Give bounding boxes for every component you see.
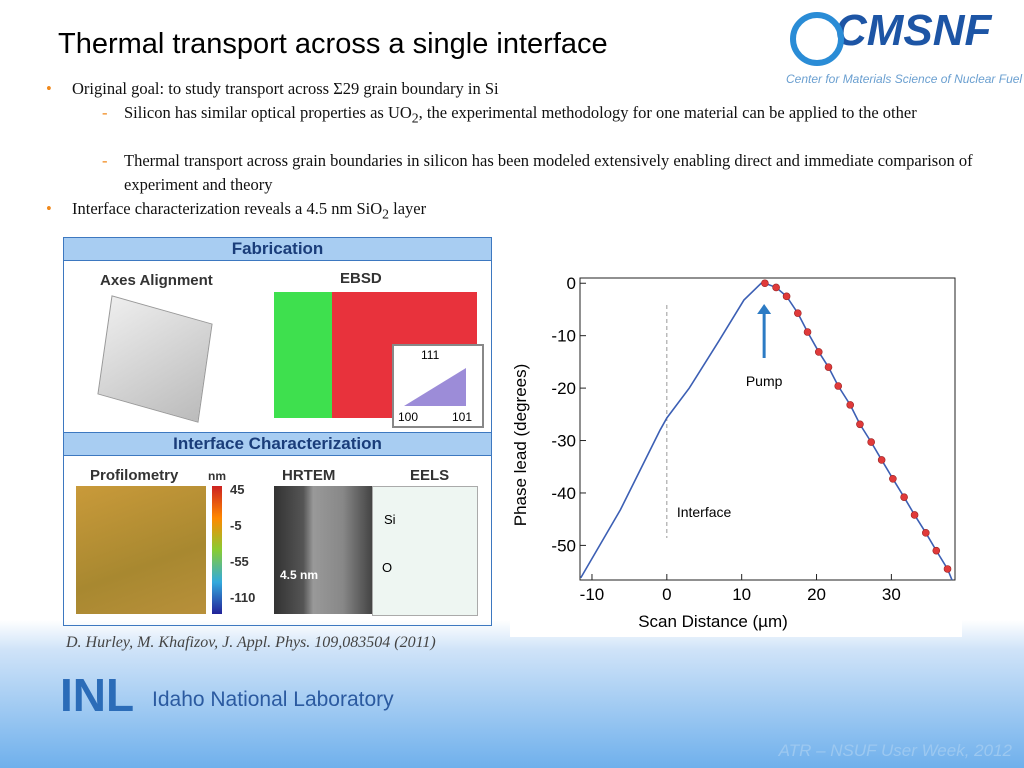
title: Thermal transport across a single interf…	[58, 28, 608, 60]
sub-bullet: - Thermal transport across grain boundari…	[102, 151, 973, 194]
bullet: • Original goal: to study transport acros…	[46, 79, 499, 98]
profilometry-image	[76, 486, 206, 614]
colorbar-label: -110	[230, 590, 256, 605]
data-point	[772, 283, 780, 292]
x-tick-label: 20	[807, 585, 826, 604]
logo: CMSNF	[835, 6, 992, 55]
x-tick-label: 0	[662, 585, 671, 604]
data-point	[814, 348, 823, 356]
ipf-label: 101	[452, 410, 473, 424]
logo-subtitle: Center for Materials Science of Nuclear …	[786, 72, 1023, 86]
ipf-label: 100	[398, 410, 419, 424]
y-tick-label: 0	[567, 274, 576, 293]
hrtem-image	[274, 486, 372, 614]
annotation: Interface	[677, 504, 732, 520]
label: Axes Alignment	[100, 272, 213, 289]
data-point	[867, 438, 875, 446]
y-tick-label: -30	[551, 432, 576, 451]
text: Interface characterization reveals a 4.5…	[72, 199, 383, 218]
data-point	[846, 401, 855, 409]
footer-event: ATR – NSUF User Week, 2012	[778, 741, 1012, 760]
text: , the experimental methodology for one m…	[418, 103, 917, 122]
data-point	[794, 309, 802, 317]
colorbar	[212, 486, 222, 614]
data-point	[889, 475, 897, 483]
label: Profilometry	[90, 467, 179, 484]
label: HRTEM	[282, 467, 336, 484]
label: 4.5 nm	[280, 568, 319, 582]
bullet-text: Original goal: to study transport across…	[72, 79, 499, 98]
inl-logo: INL	[60, 669, 135, 721]
subscript: 2	[382, 206, 390, 222]
label: Si	[384, 512, 396, 527]
label: O	[382, 560, 393, 575]
ipf-triangle	[404, 368, 466, 406]
data-point	[824, 363, 833, 371]
data-point	[761, 279, 769, 288]
y-axis-label: Phase lead (degrees)	[511, 364, 530, 527]
data-point	[922, 529, 930, 537]
data-point	[943, 565, 952, 573]
plot-frame	[579, 277, 956, 581]
label: EBSD	[340, 270, 382, 287]
x-axis-label: Scan Distance (µm)	[638, 612, 788, 631]
y-tick-label: -50	[551, 536, 576, 555]
data-point	[782, 292, 791, 301]
section-header: Fabrication	[64, 238, 491, 261]
bullet: • Interface characterization reveals a 4.…	[46, 199, 427, 222]
sub-bullet: - Silicon has similar optical properties …	[102, 103, 917, 126]
data-point	[877, 456, 886, 464]
subscript: 2	[411, 110, 419, 126]
chart-bg	[510, 265, 962, 637]
data-point	[932, 546, 941, 555]
annotation: Pump	[746, 373, 783, 389]
figure-panel: Fabrication Axes Alignment EBSD 111 100 …	[63, 237, 492, 626]
section-header: Interface Characterization	[64, 432, 491, 456]
label: EELS	[410, 467, 450, 484]
data-point	[803, 328, 812, 336]
colorbar-label: -5	[230, 518, 242, 533]
ipf-label: 111	[421, 348, 440, 362]
label: nm	[208, 469, 226, 483]
text: layer	[389, 199, 427, 218]
y-tick-label: -40	[551, 484, 576, 503]
colorbar-label: 45	[230, 482, 245, 497]
x-tick-label: -10	[580, 585, 605, 604]
data-point	[834, 382, 843, 390]
data-point	[910, 511, 919, 519]
data-point	[900, 493, 908, 501]
text: Thermal transport across grain boundarie…	[124, 151, 973, 194]
data-point	[856, 420, 864, 429]
y-tick-label: -10	[551, 327, 576, 346]
colorbar-label: -55	[230, 554, 249, 569]
citation: D. Hurley, M. Khafizov, J. Appl. Phys. 1…	[66, 634, 436, 651]
text: Silicon has similar optical properties a…	[124, 103, 412, 122]
y-tick-label: -20	[551, 379, 576, 398]
ebsd-green	[274, 292, 332, 418]
eels-plot	[372, 486, 478, 616]
x-tick-label: 10	[732, 585, 751, 604]
logo-icon	[790, 12, 844, 66]
ipf-legend: 111 100 101	[392, 344, 484, 428]
x-tick-label: 30	[882, 585, 901, 604]
pump-arrowhead	[757, 304, 772, 314]
lab-name: Idaho National Laboratory	[152, 688, 394, 711]
